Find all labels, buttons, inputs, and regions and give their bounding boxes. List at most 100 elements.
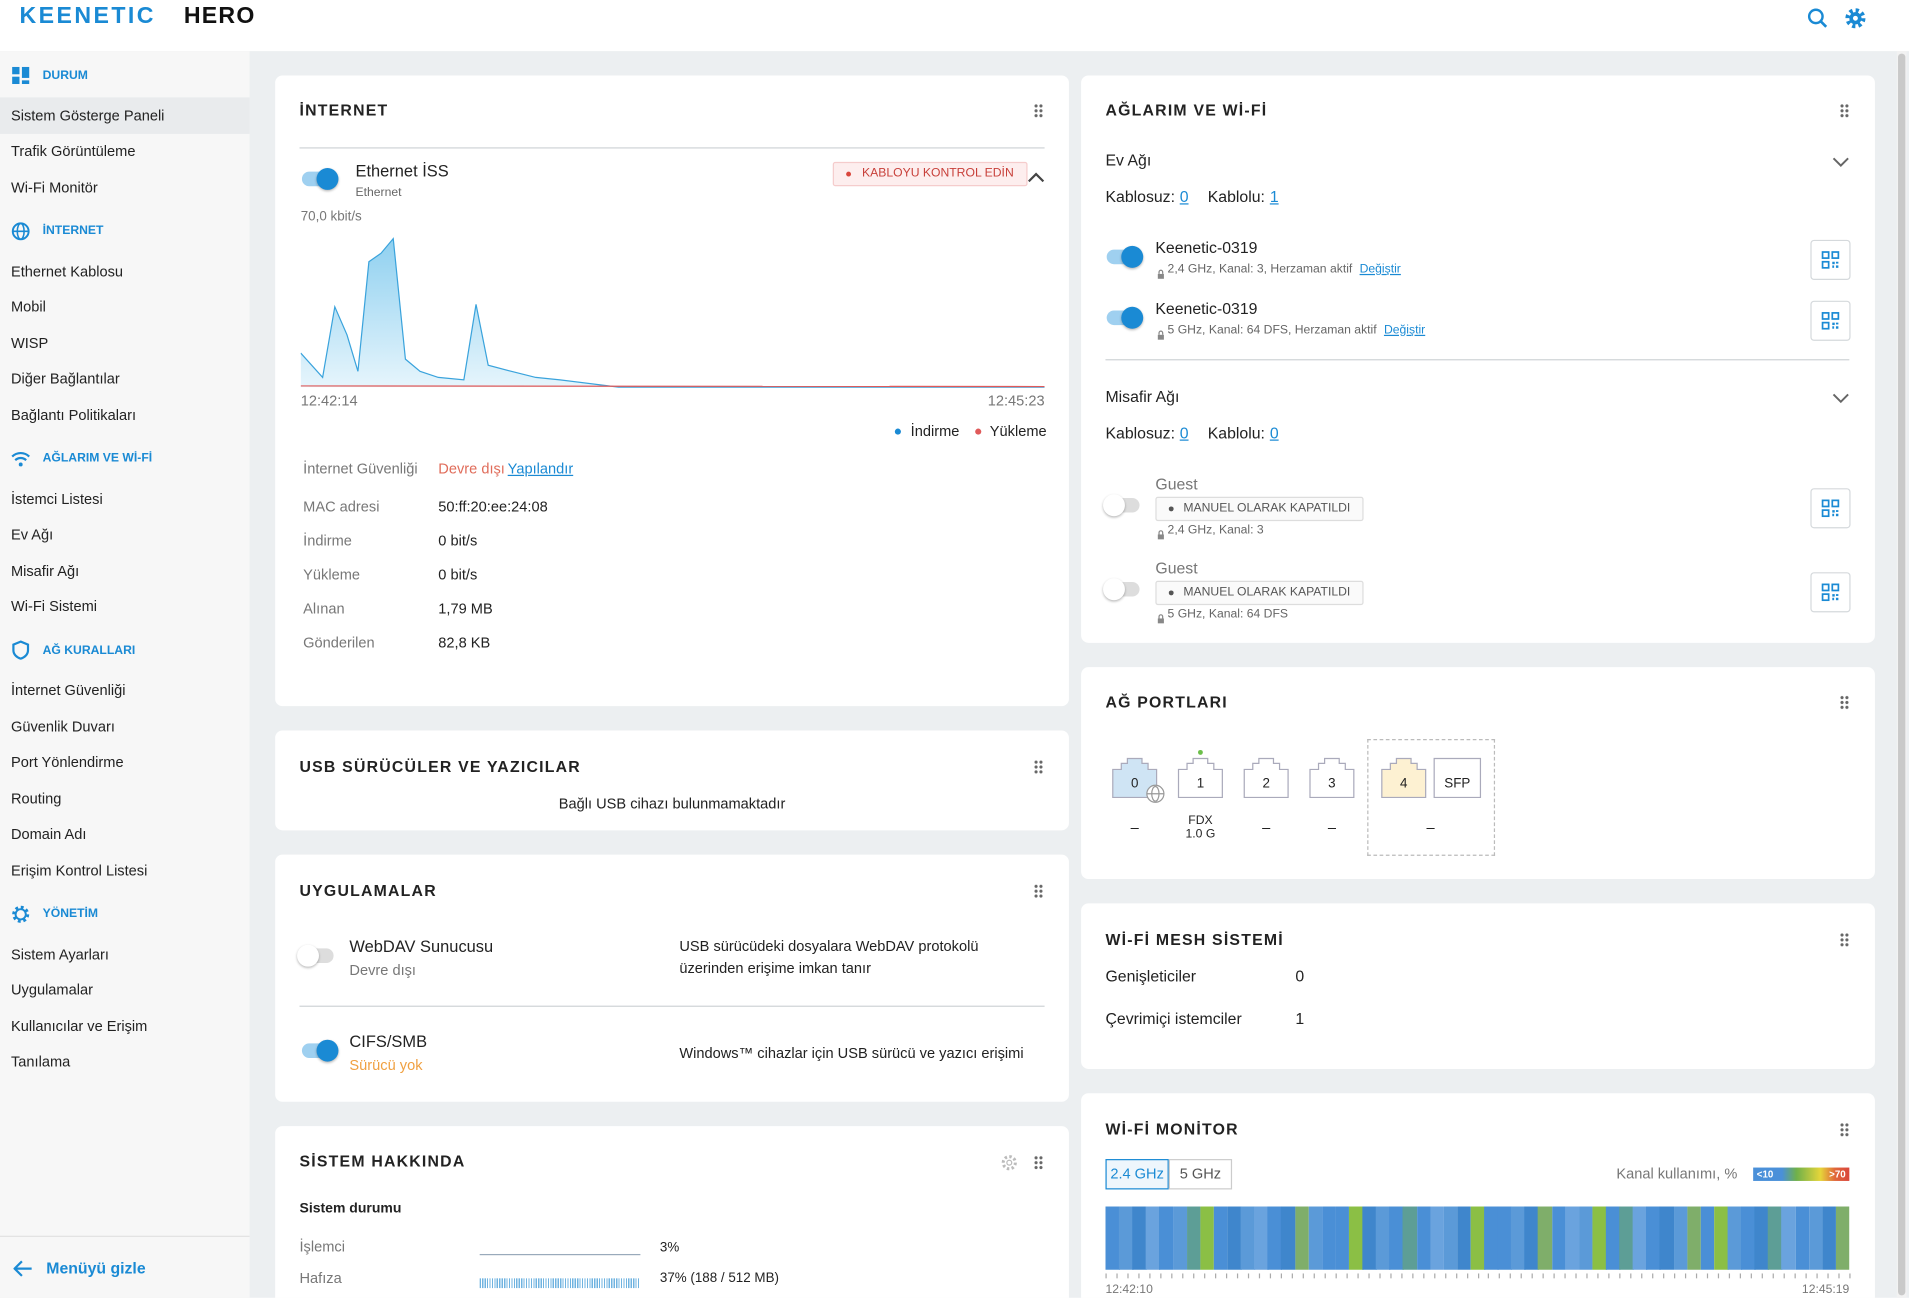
collapse-chevron[interactable] xyxy=(1027,172,1045,184)
top-bar xyxy=(0,0,1909,52)
settings-icon[interactable] xyxy=(1844,7,1866,29)
heatmap-tick xyxy=(1280,1273,1282,1279)
drag-handle[interactable] xyxy=(1033,883,1044,899)
app-name: WebDAV Sunucusu xyxy=(349,937,494,956)
qr-button[interactable] xyxy=(1810,300,1851,341)
port[interactable]: 3 xyxy=(1309,757,1355,799)
nav-item[interactable]: Erişim Kontrol Listesi xyxy=(10,861,148,879)
nav-item[interactable]: Wi-Fi Monitör xyxy=(10,178,98,196)
nav-item[interactable]: Kullanıcılar ve Erişim xyxy=(10,1017,148,1035)
band-tab[interactable]: 5 GHz xyxy=(1168,1159,1233,1190)
nav-section-title: AĞ KURALLARI xyxy=(42,643,136,658)
heatmap-tick xyxy=(1827,1273,1829,1279)
expand-chevron[interactable] xyxy=(1832,153,1849,172)
app-toggle[interactable] xyxy=(297,944,334,967)
usage-scale: <10 >70 xyxy=(1753,1167,1850,1181)
heatmap-tick xyxy=(1553,1273,1556,1279)
wifi-toggle[interactable] xyxy=(1103,578,1140,601)
drag-handle[interactable] xyxy=(1839,1122,1850,1138)
port-status: 1.0 G xyxy=(1185,827,1216,842)
wifi-ssid: Keenetic-0319 xyxy=(1155,238,1258,257)
detail-label: İndirme xyxy=(303,532,352,550)
nav-section-title: AĞLARIM VE Wİ-Fİ xyxy=(42,452,153,466)
nav-item[interactable]: Sistem Gösterge Paneli xyxy=(0,97,250,134)
link-indicator xyxy=(1197,749,1203,755)
nav-item[interactable]: Tanılama xyxy=(10,1053,71,1071)
heatmap-tick xyxy=(1182,1273,1184,1279)
count-value[interactable]: 0 xyxy=(1269,423,1279,442)
nav-item[interactable]: Wi-Fi Sistemi xyxy=(10,598,97,616)
heatmap-tick xyxy=(1247,1273,1249,1279)
drag-handle[interactable] xyxy=(1839,932,1850,948)
wifi-details: 2,4 GHz, Kanal: 3, Herzaman aktif Değişti… xyxy=(1167,262,1401,277)
scrollbar-thumb[interactable] xyxy=(1898,53,1906,1296)
nav-item[interactable]: Uygulamalar xyxy=(10,981,93,999)
connection-toggle[interactable] xyxy=(301,168,339,190)
nav-item[interactable]: Misafir Ağı xyxy=(10,562,80,580)
count-value[interactable]: 0 xyxy=(1179,423,1189,442)
channel-heatmap xyxy=(1105,1206,1850,1270)
count-value[interactable]: 0 xyxy=(1179,187,1189,206)
nav-item[interactable]: Ev Ağı xyxy=(10,526,54,544)
wifi-link[interactable]: Değiştir xyxy=(1383,323,1426,337)
qr-button[interactable] xyxy=(1810,488,1851,529)
wifi-details: 5 GHz, Kanal: 64 DFS xyxy=(1167,607,1289,621)
heatmap-cell xyxy=(1443,1206,1458,1270)
drag-handle[interactable] xyxy=(1033,1155,1044,1170)
heatmap-tick xyxy=(1367,1273,1370,1279)
wifi-toggle[interactable] xyxy=(1106,245,1144,268)
heatmap-tick xyxy=(1696,1273,1698,1279)
count-value[interactable]: 1 xyxy=(1269,187,1279,206)
port-graphic xyxy=(1177,757,1223,799)
card-settings[interactable] xyxy=(1001,1154,1018,1171)
nav-icon xyxy=(11,449,30,473)
hide-menu[interactable]: Menüyü gizle xyxy=(46,1258,146,1278)
detail-link[interactable]: Yapılandır xyxy=(507,460,574,478)
nav-item[interactable]: Sistem Ayarları xyxy=(10,945,109,963)
nav-item[interactable]: Routing xyxy=(10,789,62,807)
wifi-toggle[interactable] xyxy=(1103,494,1140,517)
nav-item[interactable]: Port Yönlendirme xyxy=(10,753,124,771)
app-toggle[interactable] xyxy=(301,1039,339,1062)
drag-handle[interactable] xyxy=(1839,695,1850,710)
qr-button[interactable] xyxy=(1810,572,1851,613)
nav-item[interactable]: Güvenlik Duvarı xyxy=(10,717,115,735)
search-icon[interactable] xyxy=(1807,7,1829,29)
heatmap-tick xyxy=(1171,1273,1173,1279)
lock-icon xyxy=(1157,526,1166,545)
nav-item[interactable]: Bağlantı Politikaları xyxy=(10,406,137,424)
wifi-link[interactable]: Değiştir xyxy=(1359,262,1401,277)
nav-item[interactable]: İnternet Güvenliği xyxy=(10,681,126,699)
apps-card xyxy=(275,854,1069,1102)
hide-menu-arrow[interactable] xyxy=(13,1260,32,1277)
usb-message: Bağlı USB cihazı bulunmamaktadır xyxy=(558,795,786,813)
nav-item[interactable]: WISP xyxy=(10,334,49,352)
port[interactable]: 4 xyxy=(1381,757,1427,799)
drag-handle[interactable] xyxy=(1033,103,1044,119)
brand-logo[interactable]: KEENETIC xyxy=(19,3,156,30)
band-tab-active[interactable]: 2.4 GHz xyxy=(1105,1159,1169,1190)
wifi-toggle[interactable] xyxy=(1106,306,1144,329)
nav-item[interactable]: İstemci Listesi xyxy=(10,490,103,508)
heatmap-tick xyxy=(1149,1273,1151,1279)
nav-item[interactable]: Trafik Görüntüleme xyxy=(10,142,136,160)
drag-handle[interactable] xyxy=(1839,103,1850,119)
qr-button[interactable] xyxy=(1810,239,1851,281)
heatmap-cell xyxy=(1673,1206,1688,1270)
expand-chevron[interactable] xyxy=(1832,390,1849,409)
sfp-port[interactable]: SFP xyxy=(1433,757,1482,799)
nav-item[interactable]: Ethernet Kablosu xyxy=(10,262,124,280)
port[interactable]: 1 xyxy=(1177,757,1223,799)
wifi-ssid: Guest xyxy=(1155,474,1198,494)
heatmap-cell xyxy=(1659,1206,1675,1270)
drag-handle[interactable] xyxy=(1033,759,1044,775)
download-line xyxy=(300,237,1045,388)
heatmap-cell xyxy=(1335,1206,1350,1270)
port[interactable]: 2 xyxy=(1243,757,1289,799)
nav-item[interactable]: Diğer Bağlantılar xyxy=(10,370,120,388)
nav-item[interactable]: Domain Adı xyxy=(10,825,87,843)
wifi-badge: MANUEL OLARAK KAPATILDI xyxy=(1155,580,1364,606)
card-title: AĞ PORTLARI xyxy=(1105,692,1228,712)
port-status: – xyxy=(1426,819,1435,837)
nav-item[interactable]: Mobil xyxy=(10,298,46,316)
